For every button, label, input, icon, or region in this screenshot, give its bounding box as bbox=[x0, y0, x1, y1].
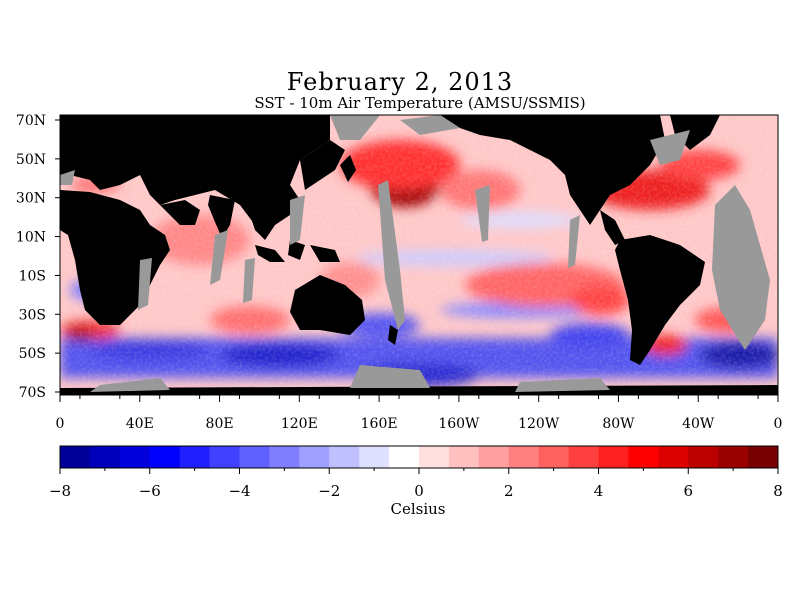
colorbar-swatch bbox=[628, 446, 659, 468]
colorbar-swatch bbox=[60, 446, 91, 468]
colorbar-swatch bbox=[748, 446, 779, 468]
colorbar-swatch bbox=[299, 446, 330, 468]
colorbar-swatch bbox=[149, 446, 181, 468]
lat-label: 10N bbox=[16, 230, 46, 246]
colorbar-tick-label: −8 bbox=[49, 482, 71, 500]
missing-data-swaths bbox=[60, 115, 770, 392]
colorbar-swatch bbox=[329, 446, 360, 468]
lon-label: 0 bbox=[56, 416, 65, 432]
lon-label: 80E bbox=[206, 416, 234, 432]
colorbar-tick-label: −6 bbox=[139, 482, 161, 500]
colorbar-swatch bbox=[269, 446, 300, 468]
lon-label: 40W bbox=[682, 416, 715, 432]
colorbar-swatch bbox=[389, 446, 420, 468]
lon-label: 160W bbox=[438, 416, 480, 432]
map-title: February 2, 2013 bbox=[286, 68, 514, 96]
colorbar-swatch bbox=[568, 446, 599, 468]
lat-label: 50S bbox=[19, 346, 46, 362]
colorbar-swatch bbox=[688, 446, 719, 468]
colorbar-unit-label: Celsius bbox=[390, 500, 446, 518]
colorbar-tick-label: −4 bbox=[228, 482, 250, 500]
lat-label: 50N bbox=[16, 152, 46, 168]
map-field bbox=[60, 115, 778, 395]
lat-label: 70S bbox=[19, 385, 46, 401]
lon-label: 120E bbox=[281, 416, 318, 432]
colorbar-swatch bbox=[718, 446, 749, 468]
colorbar-swatch bbox=[478, 446, 510, 468]
lat-label: 70N bbox=[16, 113, 46, 129]
colorbar-swatch bbox=[419, 446, 450, 468]
colorbar-swatch bbox=[508, 446, 540, 468]
colorbar-swatch bbox=[179, 446, 211, 468]
colorbar-swatch bbox=[598, 446, 629, 468]
colorbar-tick-label: 2 bbox=[504, 482, 514, 500]
map-border bbox=[59, 114, 779, 396]
lon-label: 40E bbox=[126, 416, 154, 432]
lat-label: 30S bbox=[19, 307, 46, 323]
longitude-axis: 0 40E 80E 120E 160E 160W 120W 80W 40W 0 bbox=[56, 395, 783, 432]
lon-label: 120W bbox=[518, 416, 560, 432]
colorbar-swatch bbox=[89, 446, 121, 468]
colorbar-swatch bbox=[538, 446, 570, 468]
colorbar-swatch bbox=[209, 446, 240, 468]
lon-label: 80W bbox=[602, 416, 635, 432]
latitude-axis: 70N 50N 30N 10N 10S 30S 50S 70S bbox=[16, 113, 60, 401]
colorbar: −8 −6 −4 −2 0 2 4 6 8 bbox=[49, 445, 783, 500]
lat-label: 30N bbox=[16, 191, 46, 207]
colorbar-swatch bbox=[239, 446, 270, 468]
colorbar-tick-label: −2 bbox=[318, 482, 340, 500]
colorbar-swatch bbox=[658, 446, 689, 468]
colorbar-swatch bbox=[359, 446, 390, 468]
colorbar-tick-label: 4 bbox=[594, 482, 604, 500]
colorbar-swatch bbox=[448, 446, 480, 468]
colorbar-tick-label: 6 bbox=[683, 482, 693, 500]
lon-label: 0 bbox=[774, 416, 783, 432]
lat-label: 10S bbox=[19, 268, 46, 284]
colorbar-tick-label: 8 bbox=[773, 482, 783, 500]
map-subtitle: SST - 10m Air Temperature (AMSU/SSMIS) bbox=[254, 94, 586, 112]
colorbar-swatch bbox=[119, 446, 151, 468]
lon-label: 160E bbox=[361, 416, 398, 432]
colorbar-tick-label: 0 bbox=[414, 482, 424, 500]
